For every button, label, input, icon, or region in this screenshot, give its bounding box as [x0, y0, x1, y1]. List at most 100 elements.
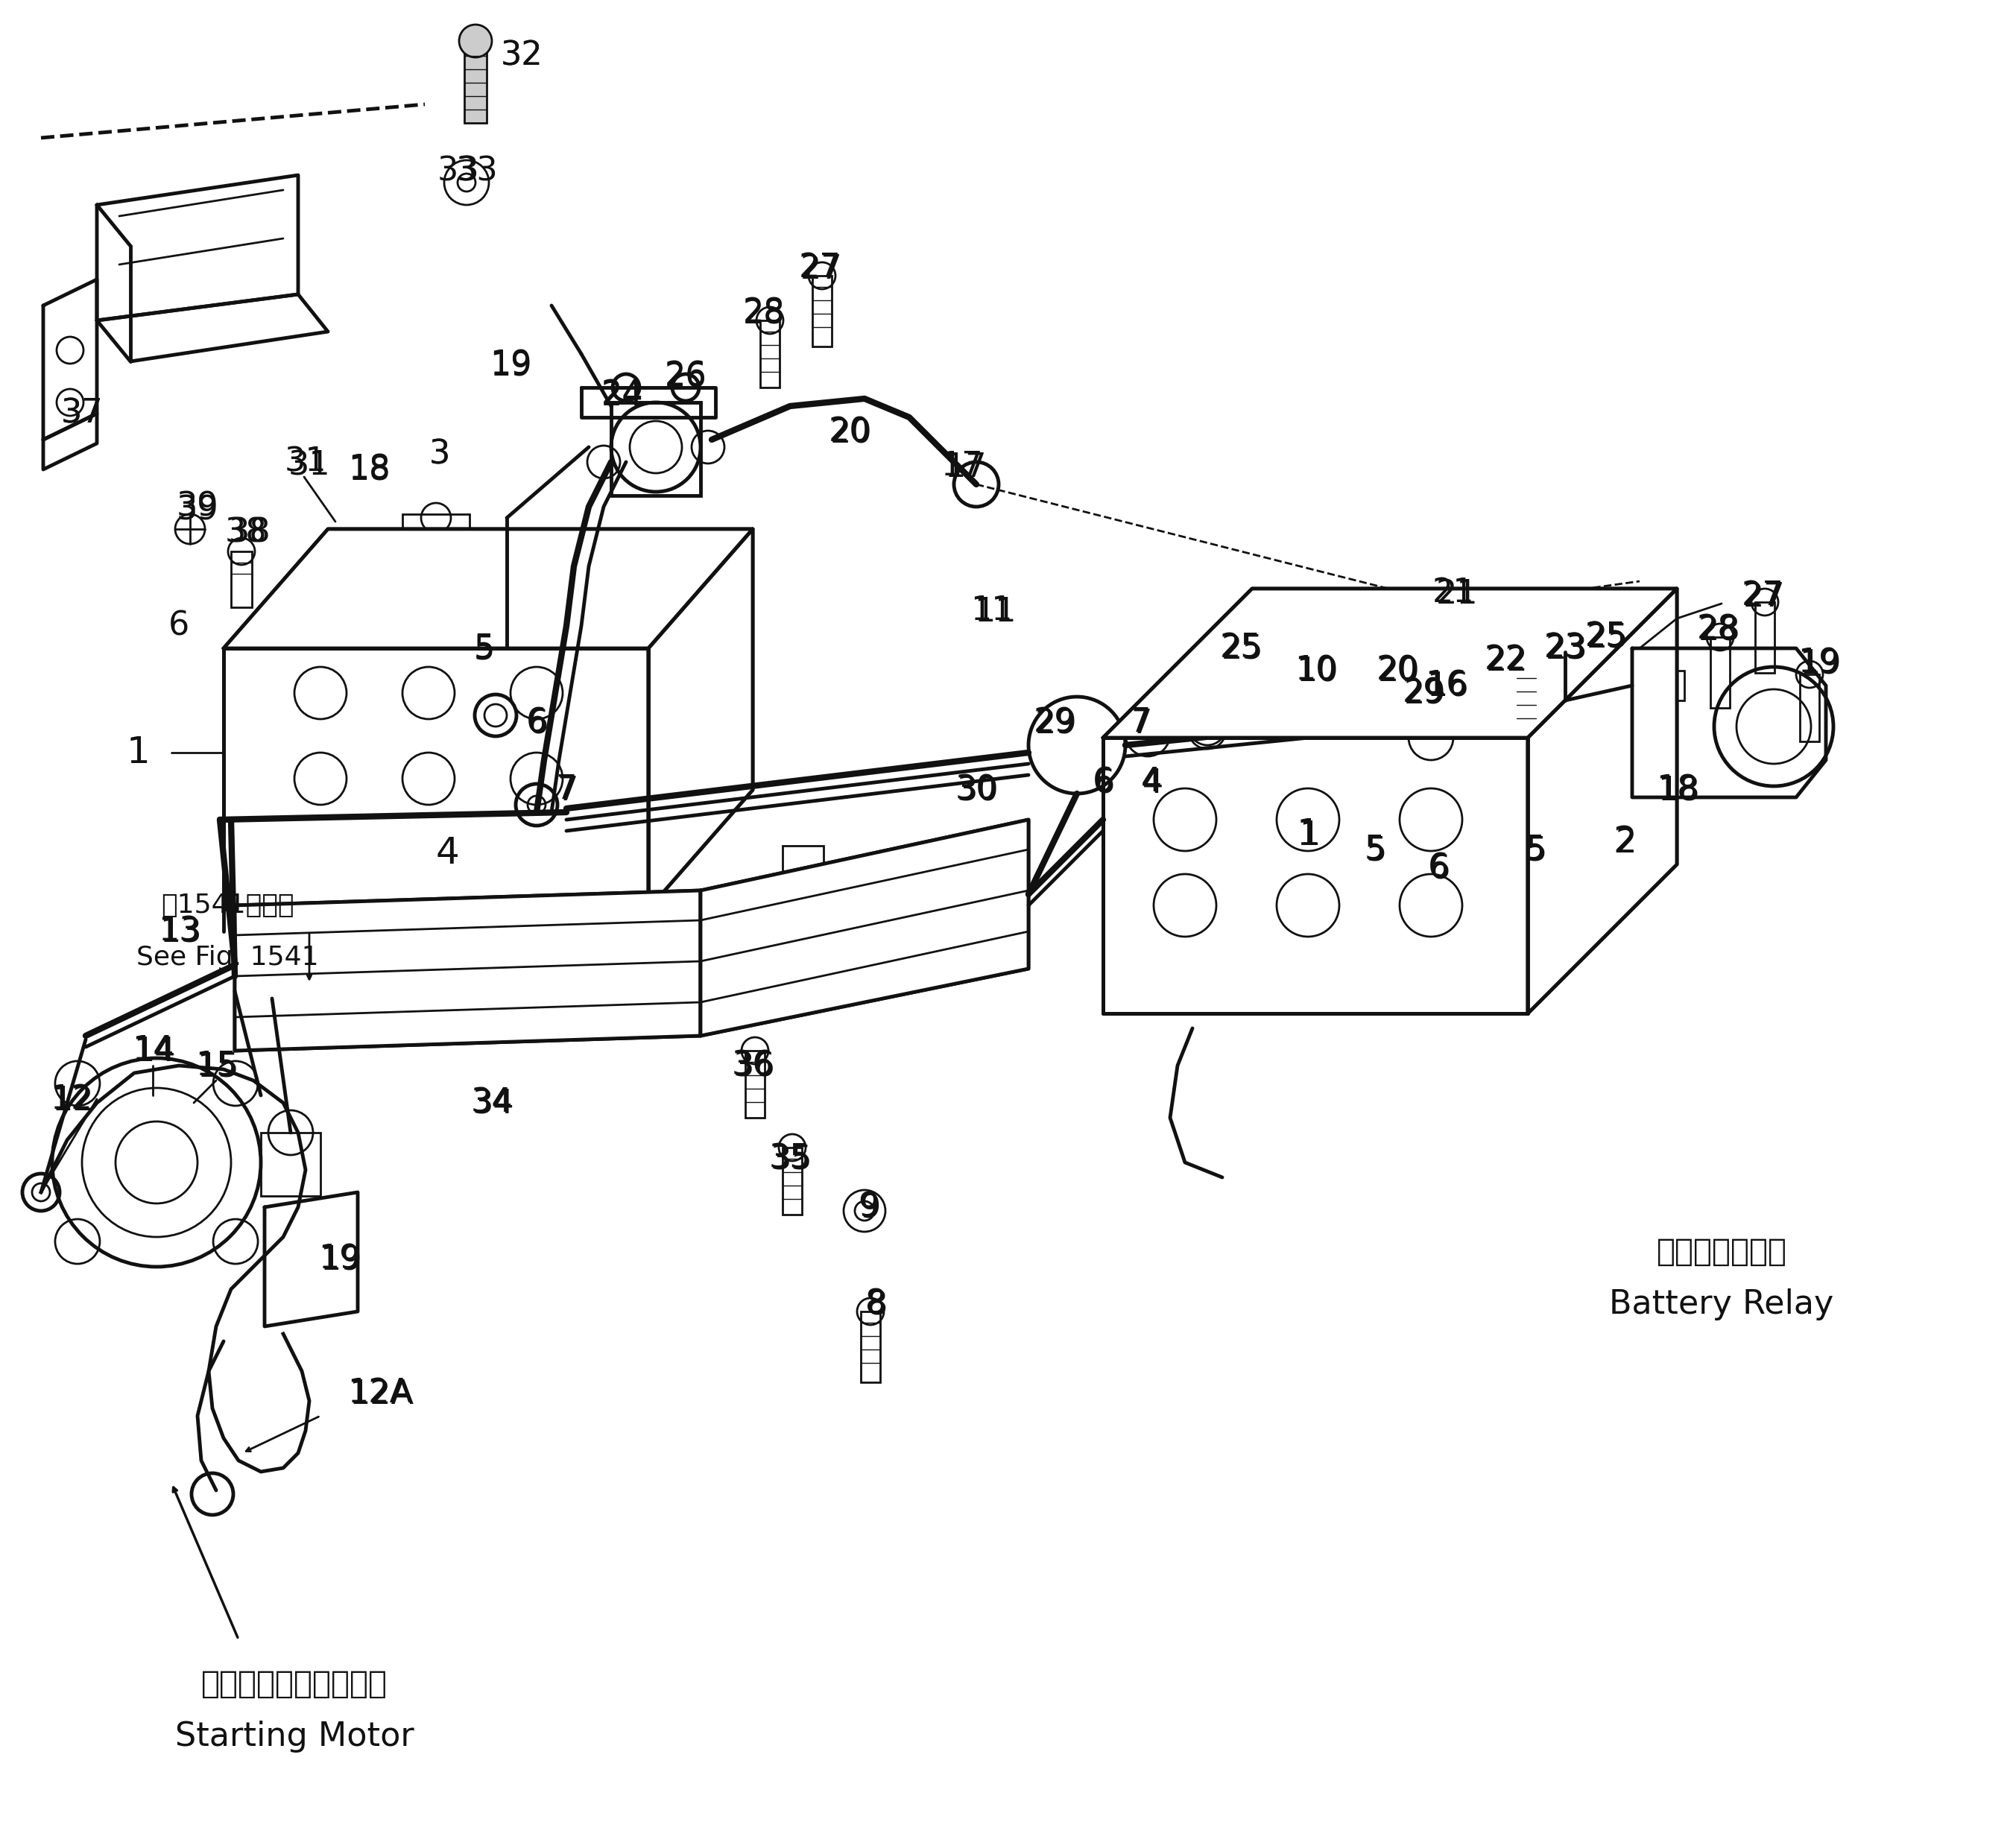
Text: 19: 19: [318, 1244, 360, 1275]
Text: 6: 6: [1093, 767, 1114, 798]
Polygon shape: [223, 529, 752, 649]
Bar: [320, 920, 362, 1016]
Text: 8: 8: [864, 1288, 886, 1319]
Bar: [529, 920, 571, 1016]
Text: 19: 19: [1797, 647, 1839, 680]
Polygon shape: [1103, 590, 1676, 737]
Text: 24: 24: [601, 381, 643, 412]
Polygon shape: [235, 891, 701, 1052]
Text: 25: 25: [1222, 634, 1264, 665]
Text: 11: 11: [971, 595, 1013, 626]
Text: 15: 15: [195, 1050, 237, 1081]
Text: 7: 7: [1130, 706, 1152, 739]
Text: 12A: 12A: [348, 1377, 412, 1410]
Text: 5: 5: [1367, 835, 1387, 867]
Text: 25: 25: [1220, 632, 1262, 663]
Circle shape: [458, 24, 492, 57]
Text: 28: 28: [744, 298, 786, 329]
Bar: [1711, 638, 1731, 708]
Text: 20: 20: [1377, 656, 1419, 687]
Text: 29: 29: [1403, 676, 1445, 710]
Text: 16: 16: [1427, 671, 1469, 702]
Text: 18: 18: [1658, 776, 1698, 808]
Text: 17: 17: [945, 453, 987, 484]
Text: 20: 20: [828, 416, 870, 449]
Text: 5: 5: [474, 632, 494, 663]
Text: 28: 28: [744, 298, 786, 331]
Text: 37: 37: [60, 397, 103, 429]
Text: 26: 26: [665, 362, 708, 394]
Bar: [464, 41, 486, 124]
Bar: [1640, 671, 1684, 700]
Text: 5: 5: [1526, 835, 1548, 867]
Text: 22: 22: [1485, 645, 1528, 676]
Bar: [812, 275, 832, 347]
Text: 6: 6: [169, 610, 189, 641]
Text: 1: 1: [1296, 817, 1321, 852]
Polygon shape: [701, 821, 1029, 1035]
Text: Starting Motor: Starting Motor: [175, 1720, 414, 1752]
Text: 31: 31: [285, 445, 328, 479]
Bar: [1518, 667, 1536, 737]
Text: 25: 25: [1586, 621, 1628, 652]
Text: 18: 18: [1656, 774, 1698, 806]
Text: 24: 24: [601, 379, 643, 410]
Text: 19: 19: [490, 349, 531, 381]
Text: 13: 13: [157, 915, 199, 948]
Text: 6: 6: [527, 706, 547, 739]
Text: 35: 35: [770, 1144, 812, 1175]
Text: 25: 25: [1586, 623, 1628, 654]
Text: 20: 20: [830, 418, 872, 449]
Text: 28: 28: [1696, 614, 1739, 645]
Bar: [231, 551, 251, 608]
Text: 32: 32: [500, 41, 543, 72]
Text: 9: 9: [858, 1192, 878, 1223]
Text: 34: 34: [472, 1088, 515, 1120]
Text: 36: 36: [734, 1052, 776, 1083]
Text: バッテリリレー: バッテリリレー: [1656, 1236, 1787, 1268]
Text: 30: 30: [955, 774, 997, 806]
Bar: [860, 1312, 880, 1382]
Text: 2: 2: [1612, 824, 1636, 859]
Text: 25: 25: [1586, 621, 1628, 652]
Text: 3: 3: [430, 438, 450, 471]
Text: 35: 35: [770, 1142, 812, 1175]
Text: 5: 5: [1365, 833, 1385, 865]
Text: 13: 13: [159, 917, 201, 950]
Text: 18: 18: [348, 455, 390, 488]
Text: 17: 17: [941, 449, 983, 482]
Bar: [424, 920, 466, 1016]
Text: 27: 27: [1743, 582, 1785, 614]
Bar: [760, 320, 780, 388]
Text: 7: 7: [557, 774, 577, 806]
Bar: [1755, 602, 1775, 673]
Text: 19: 19: [1799, 649, 1841, 680]
Text: 7: 7: [557, 776, 579, 808]
Text: 2: 2: [1616, 828, 1636, 859]
Text: 38: 38: [225, 517, 267, 549]
Bar: [1594, 645, 1614, 708]
Text: 32: 32: [500, 41, 543, 72]
Text: 27: 27: [798, 251, 840, 285]
Text: 6: 6: [1093, 769, 1116, 800]
Text: 7: 7: [1132, 708, 1152, 741]
Text: 29: 29: [1403, 678, 1445, 710]
Text: 4: 4: [436, 835, 458, 870]
Text: 12: 12: [50, 1085, 92, 1116]
Text: 23: 23: [1544, 632, 1586, 663]
Text: 11: 11: [975, 597, 1015, 628]
Bar: [746, 1052, 764, 1118]
Text: 33: 33: [456, 155, 498, 187]
Text: 37: 37: [60, 397, 103, 429]
Text: 5: 5: [1526, 833, 1546, 865]
Text: 6: 6: [1427, 852, 1449, 883]
Text: 28: 28: [1698, 615, 1741, 647]
Text: 10: 10: [1296, 656, 1339, 687]
Bar: [961, 854, 1003, 952]
Text: 27: 27: [1741, 580, 1783, 612]
Text: 20: 20: [1377, 654, 1419, 687]
Text: 19: 19: [490, 351, 531, 383]
Text: 34: 34: [470, 1087, 513, 1118]
Bar: [782, 846, 824, 942]
Text: 5: 5: [474, 634, 494, 665]
